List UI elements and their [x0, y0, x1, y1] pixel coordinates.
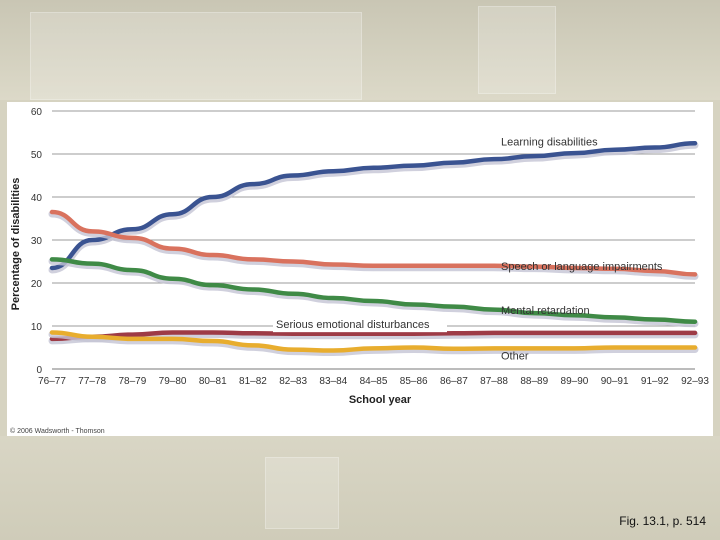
- series-label-emotional: Serious emotional disturbances: [276, 319, 430, 331]
- y-tick-label: 20: [31, 279, 43, 290]
- copyright-credit: © 2006 Wadsworth - Thomson: [10, 427, 105, 435]
- x-tick-label: 77–78: [78, 376, 106, 387]
- background-decor-panel: [265, 457, 339, 529]
- series-line-other: [49, 330, 698, 353]
- series-label-mental: Mental retardation: [501, 305, 590, 317]
- series-labels: Learning disabilities Speech or language …: [273, 136, 663, 363]
- line-chart: 0 10 20 30 40 50 60 76–77 77–78 78–79 79–80 80–81 8…: [10, 107, 709, 435]
- x-axis-ticks: 76–77 77–78 78–79 79–80 80–81 81–82 82–83 83–84…: [38, 376, 709, 387]
- background-decor-panel: [30, 12, 362, 100]
- y-tick-label: 30: [31, 236, 43, 247]
- background-decor-panel: [478, 6, 556, 94]
- x-tick-label: 83–84: [319, 376, 347, 387]
- series-lines: [48, 141, 699, 357]
- chart-panel: 0 10 20 30 40 50 60 76–77 77–78 78–79 79–80 80–81 8…: [7, 102, 713, 436]
- x-tick-label: 92–93: [681, 376, 709, 387]
- series-label-other: Other: [501, 351, 529, 363]
- series-label-speech: Speech or language impairments: [501, 261, 663, 273]
- y-tick-label: 10: [31, 322, 43, 333]
- x-tick-label: 87–88: [480, 376, 508, 387]
- x-tick-label: 76–77: [38, 376, 66, 387]
- slide-background-top: [0, 0, 720, 100]
- y-tick-label: 50: [31, 150, 43, 161]
- y-tick-label: 40: [31, 193, 43, 204]
- series-label-learning: Learning disabilities: [501, 136, 598, 148]
- x-tick-label: 88–89: [520, 376, 548, 387]
- x-tick-label: 91–92: [641, 376, 669, 387]
- series-line-shadow-learning: [48, 141, 699, 274]
- x-tick-label: 78–79: [118, 376, 146, 387]
- x-tick-label: 82–83: [279, 376, 307, 387]
- y-axis-title: Percentage of disabilities: [10, 178, 22, 311]
- series-line-speech: [49, 209, 698, 277]
- y-tick-label: 0: [36, 365, 42, 376]
- x-axis-title: School year: [349, 394, 412, 406]
- slide-background-bottom: [0, 436, 720, 540]
- y-tick-label: 60: [31, 107, 43, 118]
- series-line-learning: [49, 141, 698, 271]
- series-line-mental: [49, 257, 698, 324]
- x-tick-label: 85–86: [400, 376, 428, 387]
- x-tick-label: 81–82: [239, 376, 267, 387]
- x-tick-label: 86–87: [440, 376, 468, 387]
- figure-caption: Fig. 13.1, p. 514: [619, 514, 706, 528]
- x-tick-label: 89–90: [561, 376, 589, 387]
- y-axis-ticks: 0 10 20 30 40 50 60: [31, 107, 43, 376]
- x-tick-label: 79–80: [159, 376, 187, 387]
- series-line-emotional: [49, 330, 698, 342]
- label-background: [273, 318, 447, 333]
- x-tick-label: 84–85: [360, 376, 388, 387]
- x-tick-label: 80–81: [199, 376, 227, 387]
- x-tick-label: 90–91: [601, 376, 629, 387]
